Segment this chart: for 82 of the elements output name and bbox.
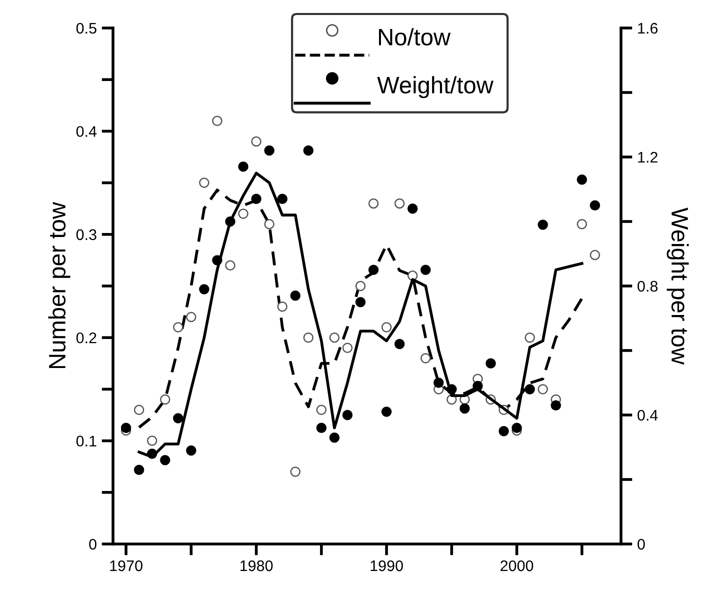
point — [368, 264, 379, 275]
x-tick-label: 2000 — [500, 560, 534, 572]
point — [120, 422, 132, 434]
point — [381, 322, 392, 332]
point — [186, 445, 196, 456]
point — [329, 432, 340, 443]
point — [590, 200, 600, 210]
y2-tick-label: 0 — [638, 538, 645, 550]
x-tick-label: 1970 — [110, 560, 142, 572]
y-tick-label: 0.1 — [76, 436, 96, 446]
point — [394, 198, 405, 209]
point — [576, 174, 588, 185]
point — [212, 116, 222, 126]
point — [512, 422, 522, 434]
point — [173, 413, 184, 424]
point — [486, 358, 496, 369]
point — [238, 208, 248, 219]
line-series — [138, 172, 584, 458]
point — [538, 220, 548, 230]
x-tick-label: 1980 — [240, 560, 273, 572]
point — [303, 332, 314, 343]
point — [146, 436, 158, 446]
y-tick-label: 0.5 — [76, 22, 96, 34]
point — [524, 384, 535, 394]
point — [264, 145, 274, 156]
point — [368, 198, 379, 209]
y-axis-title: Number per tow — [48, 202, 70, 368]
y-tick-label: 0 — [89, 538, 96, 550]
x-tick-label: 1990 — [370, 560, 403, 572]
point — [290, 466, 300, 477]
y2-axis-title: Weight per tow — [666, 208, 689, 365]
point — [199, 178, 210, 188]
point — [212, 255, 222, 266]
point — [394, 338, 405, 350]
legend-label: No/tow — [378, 28, 451, 46]
point — [290, 290, 300, 301]
point — [381, 406, 392, 417]
point — [524, 332, 535, 343]
point — [420, 264, 431, 275]
point — [316, 404, 327, 415]
point — [316, 422, 327, 434]
point — [277, 302, 288, 312]
point — [238, 162, 248, 172]
point — [355, 280, 366, 292]
point — [264, 218, 274, 230]
y2-tick-label: 1.2 — [638, 152, 658, 163]
legend-label: Weight/tow — [377, 76, 494, 98]
point — [434, 378, 444, 388]
point — [134, 464, 144, 475]
point — [538, 384, 548, 394]
point — [134, 404, 144, 415]
point — [146, 448, 158, 459]
point — [251, 136, 262, 147]
point — [342, 342, 353, 354]
y-tick-label: 0.2 — [76, 332, 96, 344]
point — [303, 145, 314, 156]
point — [160, 394, 170, 405]
point — [460, 403, 470, 414]
point — [199, 284, 210, 294]
point — [498, 426, 509, 436]
y-tick-label: 0.4 — [76, 126, 97, 137]
point — [407, 203, 418, 214]
point — [342, 410, 353, 420]
y2-tick-label: 0.8 — [638, 280, 658, 292]
y-tick-label: 0.3 — [76, 229, 96, 240]
point — [225, 260, 236, 270]
point — [576, 218, 588, 230]
point — [446, 384, 457, 394]
point — [550, 400, 561, 410]
point — [590, 250, 600, 260]
point — [420, 353, 431, 364]
point — [329, 332, 340, 343]
y2-tick-label: 0.4 — [638, 410, 658, 421]
point — [160, 455, 170, 466]
point — [186, 312, 196, 322]
point — [251, 194, 262, 204]
y2-tick-label: 1.6 — [638, 22, 658, 34]
point — [355, 297, 366, 308]
point — [225, 216, 236, 227]
point — [472, 380, 483, 392]
point — [173, 322, 184, 332]
point — [277, 194, 288, 204]
